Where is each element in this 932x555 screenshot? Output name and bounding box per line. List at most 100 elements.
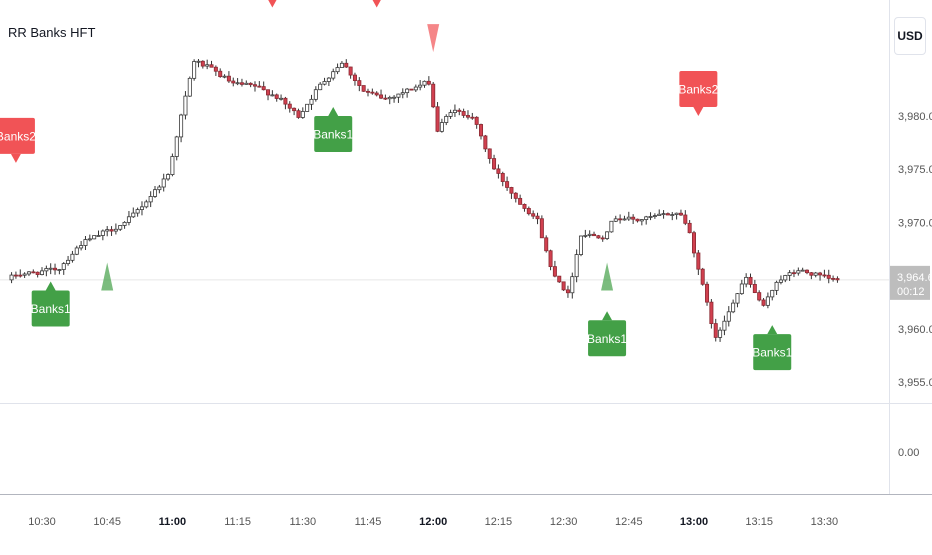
candle[interactable] xyxy=(300,107,305,119)
candle[interactable] xyxy=(470,112,475,120)
candle[interactable] xyxy=(122,221,127,229)
candle[interactable] xyxy=(748,273,753,288)
candle[interactable] xyxy=(292,107,297,116)
candle[interactable] xyxy=(452,104,457,117)
candle[interactable] xyxy=(500,171,505,187)
candle[interactable] xyxy=(35,271,40,278)
candle[interactable] xyxy=(422,80,427,88)
candle[interactable] xyxy=(100,229,105,241)
candle[interactable] xyxy=(357,77,362,92)
candle[interactable] xyxy=(305,103,310,112)
candle[interactable] xyxy=(783,274,788,283)
candle[interactable] xyxy=(266,89,271,101)
candle[interactable] xyxy=(544,235,549,253)
candle[interactable] xyxy=(22,272,27,278)
banks1-signal[interactable]: Banks1 xyxy=(31,281,71,327)
candle[interactable] xyxy=(626,211,631,221)
candle[interactable] xyxy=(492,154,497,170)
candle[interactable] xyxy=(57,268,62,275)
candle[interactable] xyxy=(813,271,818,278)
candle[interactable] xyxy=(296,108,301,119)
candle[interactable] xyxy=(40,267,45,276)
candle[interactable] xyxy=(161,173,166,192)
candle[interactable] xyxy=(670,211,675,221)
candle[interactable] xyxy=(739,279,744,295)
candle[interactable] xyxy=(483,134,488,153)
candle[interactable] xyxy=(513,192,518,203)
candle[interactable] xyxy=(692,230,697,258)
candle[interactable] xyxy=(113,223,118,235)
candle[interactable] xyxy=(139,201,144,216)
candle[interactable] xyxy=(805,269,810,275)
candle[interactable] xyxy=(96,230,101,237)
candle[interactable] xyxy=(339,61,344,68)
candle[interactable] xyxy=(765,292,770,309)
candle[interactable] xyxy=(744,273,749,288)
candle[interactable] xyxy=(387,95,392,105)
candle[interactable] xyxy=(522,203,527,212)
candle[interactable] xyxy=(431,81,436,109)
candle[interactable] xyxy=(318,82,323,91)
candle[interactable] xyxy=(374,91,379,97)
candle[interactable] xyxy=(26,271,31,277)
candle[interactable] xyxy=(822,269,827,278)
candle[interactable] xyxy=(148,191,153,208)
candle[interactable] xyxy=(835,276,840,283)
candle[interactable] xyxy=(791,269,796,278)
candle[interactable] xyxy=(596,234,601,239)
candle[interactable] xyxy=(539,215,544,239)
candle[interactable] xyxy=(709,299,714,329)
candle[interactable] xyxy=(444,114,449,126)
candle[interactable] xyxy=(131,207,136,218)
candle[interactable] xyxy=(209,60,214,68)
candle[interactable] xyxy=(326,77,331,86)
candle[interactable] xyxy=(222,74,227,79)
candle[interactable] xyxy=(313,86,318,102)
banks2-signal[interactable]: Banks2 xyxy=(678,71,719,116)
candle[interactable] xyxy=(283,96,288,110)
candle[interactable] xyxy=(361,85,366,92)
candle[interactable] xyxy=(322,77,327,86)
candle[interactable] xyxy=(652,213,657,219)
candle[interactable] xyxy=(826,269,831,284)
candle[interactable] xyxy=(735,293,740,308)
candle[interactable] xyxy=(796,267,801,276)
candle[interactable] xyxy=(118,225,123,232)
candles[interactable] xyxy=(9,59,840,342)
candle[interactable] xyxy=(552,260,557,278)
candle[interactable] xyxy=(809,272,814,280)
candle[interactable] xyxy=(696,250,701,276)
candle[interactable] xyxy=(44,265,49,277)
candle[interactable] xyxy=(435,102,440,133)
candle[interactable] xyxy=(465,110,470,120)
candle[interactable] xyxy=(496,164,501,179)
candle[interactable] xyxy=(109,226,114,236)
candle[interactable] xyxy=(135,207,140,217)
candle[interactable] xyxy=(461,108,466,118)
candle[interactable] xyxy=(200,60,205,69)
candle[interactable] xyxy=(787,270,792,281)
candle[interactable] xyxy=(239,78,244,87)
candle[interactable] xyxy=(70,250,75,263)
candle[interactable] xyxy=(726,306,731,327)
candle[interactable] xyxy=(535,212,540,225)
candle[interactable] xyxy=(392,95,397,103)
candle[interactable] xyxy=(192,59,197,81)
candle[interactable] xyxy=(761,297,766,307)
candle[interactable] xyxy=(570,272,575,299)
candle[interactable] xyxy=(309,94,314,110)
candle[interactable] xyxy=(92,235,97,240)
candle[interactable] xyxy=(218,68,223,78)
candle[interactable] xyxy=(396,93,401,103)
candle[interactable] xyxy=(474,116,479,129)
candle[interactable] xyxy=(665,212,670,216)
candle[interactable] xyxy=(757,290,762,302)
candle[interactable] xyxy=(531,210,536,220)
candle[interactable] xyxy=(174,135,179,161)
candle[interactable] xyxy=(53,263,58,275)
candle[interactable] xyxy=(270,90,275,97)
candle[interactable] xyxy=(700,267,705,286)
candle[interactable] xyxy=(187,76,192,97)
candle[interactable] xyxy=(66,255,71,266)
